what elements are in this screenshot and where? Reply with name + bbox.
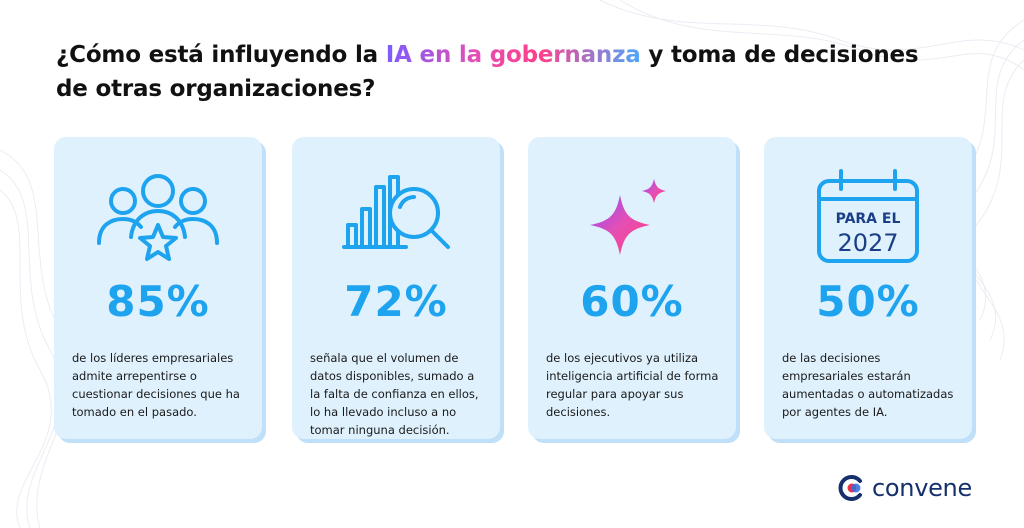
convene-logo-mark-icon	[838, 475, 862, 501]
stat-value: 50%	[816, 277, 920, 326]
stat-description: señala que el volumen de datos disponibl…	[310, 351, 479, 437]
calendar-label: PARA EL	[836, 211, 901, 227]
title-part2: y toma de decisiones de otras organizaci…	[56, 42, 919, 102]
calendar-icon: PARA EL 2027	[764, 167, 972, 267]
convene-logo: convene	[836, 473, 972, 503]
title-part1: ¿Cómo está influyendo la	[56, 42, 386, 68]
stat-description: de las decisiones empresariales estarán …	[782, 351, 954, 419]
stat-value: 85%	[106, 277, 210, 326]
title-highlight: IA en la gobernanza	[385, 42, 641, 68]
stat-value: 72%	[344, 277, 448, 326]
stat-description: de los líderes empresariales admite arre…	[72, 351, 240, 419]
stat-description: de los ejecutivos ya utiliza inteligenci…	[546, 351, 719, 419]
stat-card-executives: 60% de los ejecutivos ya utiliza intelig…	[528, 137, 736, 439]
stat-card-leaders: 85% de los líderes empresariales admite …	[54, 137, 262, 439]
stat-card-data: 72% señala que el volumen de datos dispo…	[292, 137, 500, 439]
people-star-icon	[54, 167, 262, 267]
stat-value: 60%	[580, 277, 684, 326]
logo-text: convene	[872, 474, 972, 502]
page-title: ¿Cómo está influyendo la IA en la gobern…	[56, 38, 956, 106]
calendar-year: 2027	[837, 229, 898, 257]
chart-magnifier-icon	[292, 167, 500, 267]
stat-card-decisions: PARA EL 2027 50% de las decisiones empre…	[764, 137, 972, 439]
sparkle-icon	[528, 167, 736, 267]
